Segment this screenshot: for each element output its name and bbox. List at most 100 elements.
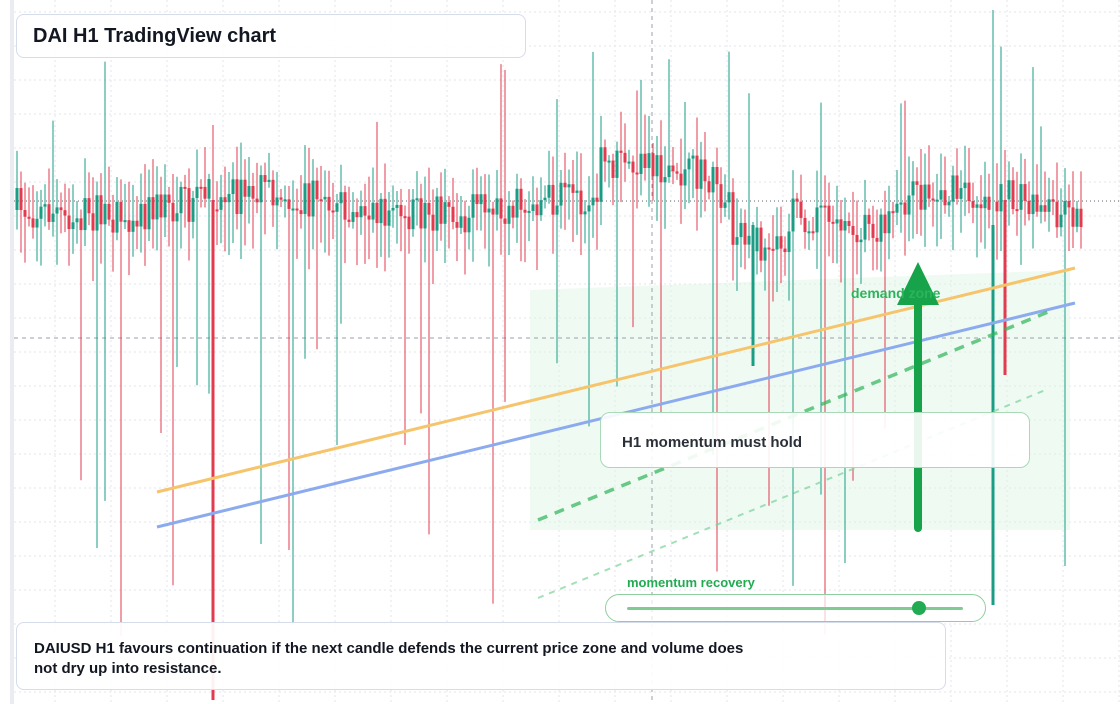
candle-body [815,207,819,233]
candle-body [395,204,399,208]
candle-body [963,182,967,189]
candle-body [27,216,31,219]
candle-body [123,220,127,223]
candle-body [15,188,19,210]
slider-track[interactable] [627,607,963,610]
candle-body [487,208,491,213]
slider-thumb[interactable] [912,601,927,615]
candle-body [59,207,63,211]
candle-body [147,197,151,230]
candle-body [131,220,135,232]
candle-body [255,198,259,203]
candle-body [883,214,887,234]
candle-body [379,198,383,224]
hint-card: H1 momentum must hold [600,412,1030,468]
candle-body [399,204,403,217]
candle-body [583,211,587,215]
candle-body [827,205,831,222]
candle-body [1055,201,1059,228]
candle-body [51,213,55,222]
candle-body [223,197,227,203]
candle-body [1027,200,1031,215]
candle-body [1059,214,1063,228]
candle-body [1043,205,1047,212]
candle-body [683,169,687,186]
candle-body [115,201,119,233]
candle-body [627,161,631,164]
candle-body [159,194,163,218]
candle-body [587,205,591,212]
candle-body [75,218,79,223]
candle-body [531,204,535,211]
candle-body [383,198,387,226]
candle-body [447,202,451,207]
candle-body [535,204,539,216]
candle-body [795,198,799,202]
candle-body [419,198,423,229]
candle-body [707,181,711,193]
candle-body [523,209,527,213]
candle-body [283,199,287,202]
candle-body [79,218,83,231]
candle-body [751,225,755,366]
candle-body [975,204,979,208]
candle-body [515,188,519,218]
candle-body [823,205,827,208]
candle-body [675,171,679,174]
candle-body [735,237,739,245]
candle-body [155,194,159,220]
candle-body [947,201,951,206]
candle-body [851,226,855,235]
candle-body [843,221,847,231]
candle-body [103,203,107,225]
candle-body [179,186,183,214]
candle-body [1039,205,1043,212]
candle-body [915,181,919,185]
candle-body [387,210,391,226]
candle-body [451,206,455,222]
candle-body [595,197,599,202]
candle-body [759,227,763,261]
candle-body [219,197,223,210]
candle-body [199,186,203,189]
candle-body [215,209,219,212]
candle-body [35,218,39,228]
candle-body [1023,184,1027,201]
candle-body [635,172,639,175]
candle-body [135,220,139,227]
candle-body [763,247,767,261]
candle-body [995,201,999,212]
candle-body [743,222,747,245]
candle-body [287,199,291,209]
candle-body [267,179,271,182]
candle-body [55,207,59,214]
candle-body [275,197,279,206]
candle-body [403,216,407,219]
candle-body [715,166,719,185]
candle-body [971,201,975,208]
candle-body [467,217,471,233]
candle-body [887,211,891,234]
candle-body [31,218,35,228]
candle-body [1063,200,1067,215]
candle-body [119,201,123,222]
momentum-slider[interactable] [605,594,986,622]
candle-body [499,198,503,219]
candle-body [303,183,307,215]
candle-body [1015,209,1019,212]
candle-body [623,152,627,163]
candle-body [107,203,111,220]
candle-body [983,196,987,209]
candle-body [603,147,607,162]
analysis-note: DAIUSD H1 favours continuation if the ne… [34,640,744,677]
candle-body [111,219,115,233]
candle-body [719,184,723,208]
candle-body [1035,194,1039,212]
candle-body [139,203,143,227]
candle-body [667,165,671,178]
candle-body [355,212,359,218]
candle-body [755,227,759,252]
candle-body [463,216,467,233]
candle-body [99,195,103,225]
candle-body [867,214,871,224]
